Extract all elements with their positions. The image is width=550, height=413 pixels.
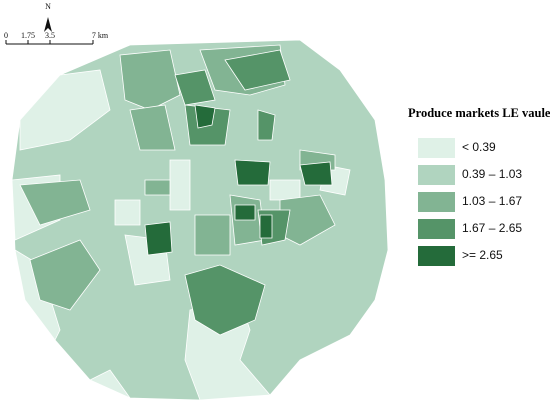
- legend-swatch: [418, 219, 455, 239]
- legend-label: >= 2.65: [462, 248, 503, 262]
- map-region: [29, 239, 101, 311]
- legend-label: < 0.39: [462, 140, 496, 154]
- map-region: [19, 69, 111, 151]
- scale-label: 3.5: [45, 31, 55, 40]
- map-region: [257, 109, 276, 141]
- legend-swatch: [418, 138, 455, 158]
- legend: Produce markets LE vaule < 0.39 0.39 – 1.…: [408, 106, 550, 266]
- map-region: [144, 221, 173, 256]
- map-region: [269, 179, 301, 201]
- map-region: [184, 264, 266, 336]
- scale-label: 0: [4, 31, 8, 40]
- map-region: [89, 369, 132, 399]
- map-region: [234, 204, 256, 221]
- legend-label: 1.03 – 1.67: [462, 194, 522, 208]
- scale-label: 7 km: [92, 31, 109, 40]
- map-region: [194, 214, 231, 256]
- north-arrow-shape: [44, 17, 52, 32]
- map-region: [299, 161, 333, 186]
- map-region: [144, 179, 171, 196]
- map: [11, 39, 389, 401]
- north-label: N: [45, 2, 51, 11]
- map-region: [174, 69, 216, 106]
- legend-swatch: [418, 246, 455, 266]
- map-region: [194, 104, 216, 129]
- map-region: [234, 159, 271, 186]
- north-arrow: N: [44, 2, 52, 32]
- legend-swatch: [418, 165, 455, 185]
- map-region: [19, 179, 91, 226]
- map-region: [114, 199, 141, 226]
- map-region: [119, 49, 181, 111]
- legend-label: 1.67 – 2.65: [462, 221, 522, 235]
- map-region: [169, 159, 191, 211]
- map-region: [224, 49, 291, 91]
- legend-label: 0.39 – 1.03: [462, 167, 522, 181]
- map-region: [129, 104, 176, 151]
- legend-swatch: [418, 192, 455, 212]
- legend-title: Produce markets LE vaule: [408, 106, 550, 120]
- map-region: [259, 214, 273, 239]
- scale-bar: 0 1.75 3.5 7 km: [4, 31, 109, 45]
- scale-label: 1.75: [21, 31, 35, 40]
